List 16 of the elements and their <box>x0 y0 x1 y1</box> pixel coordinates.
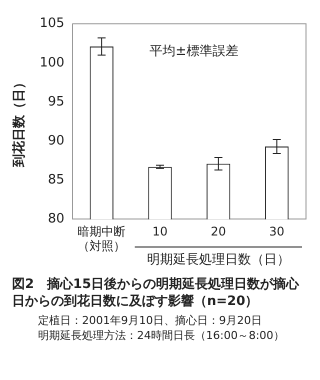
text: 明期延長処理方法：24時間日長（16:00～8:00） <box>37 328 286 343</box>
y-tick-label: 100 <box>40 55 64 70</box>
y-tick-label: 95 <box>48 94 64 110</box>
y-tick-label: 90 <box>48 133 64 148</box>
x-tick-label: 10 <box>152 224 168 239</box>
y-axis-title: 到花日数（日） <box>12 76 28 168</box>
y-tick-label: 85 <box>48 172 64 188</box>
text: 図2 摘心15日後からの明期延長処理日数が摘心日からの到花日数に及ぼす影響（n=20） <box>11 276 300 310</box>
x-tick-label: 暗期中断（対照） <box>78 224 126 253</box>
annotation: 平均±標準誤差 <box>149 44 238 60</box>
y-tick-label: 105 <box>40 16 64 32</box>
x-axis-title: 明期延長処理日数（日） <box>146 252 290 268</box>
text: 定植日：2001年9月10日、摘心日：9月20日 <box>37 313 263 328</box>
x-tick-label: 30 <box>269 224 284 239</box>
y-tick-label: 80 <box>48 212 64 227</box>
x-tick-label: 20 <box>210 224 226 239</box>
